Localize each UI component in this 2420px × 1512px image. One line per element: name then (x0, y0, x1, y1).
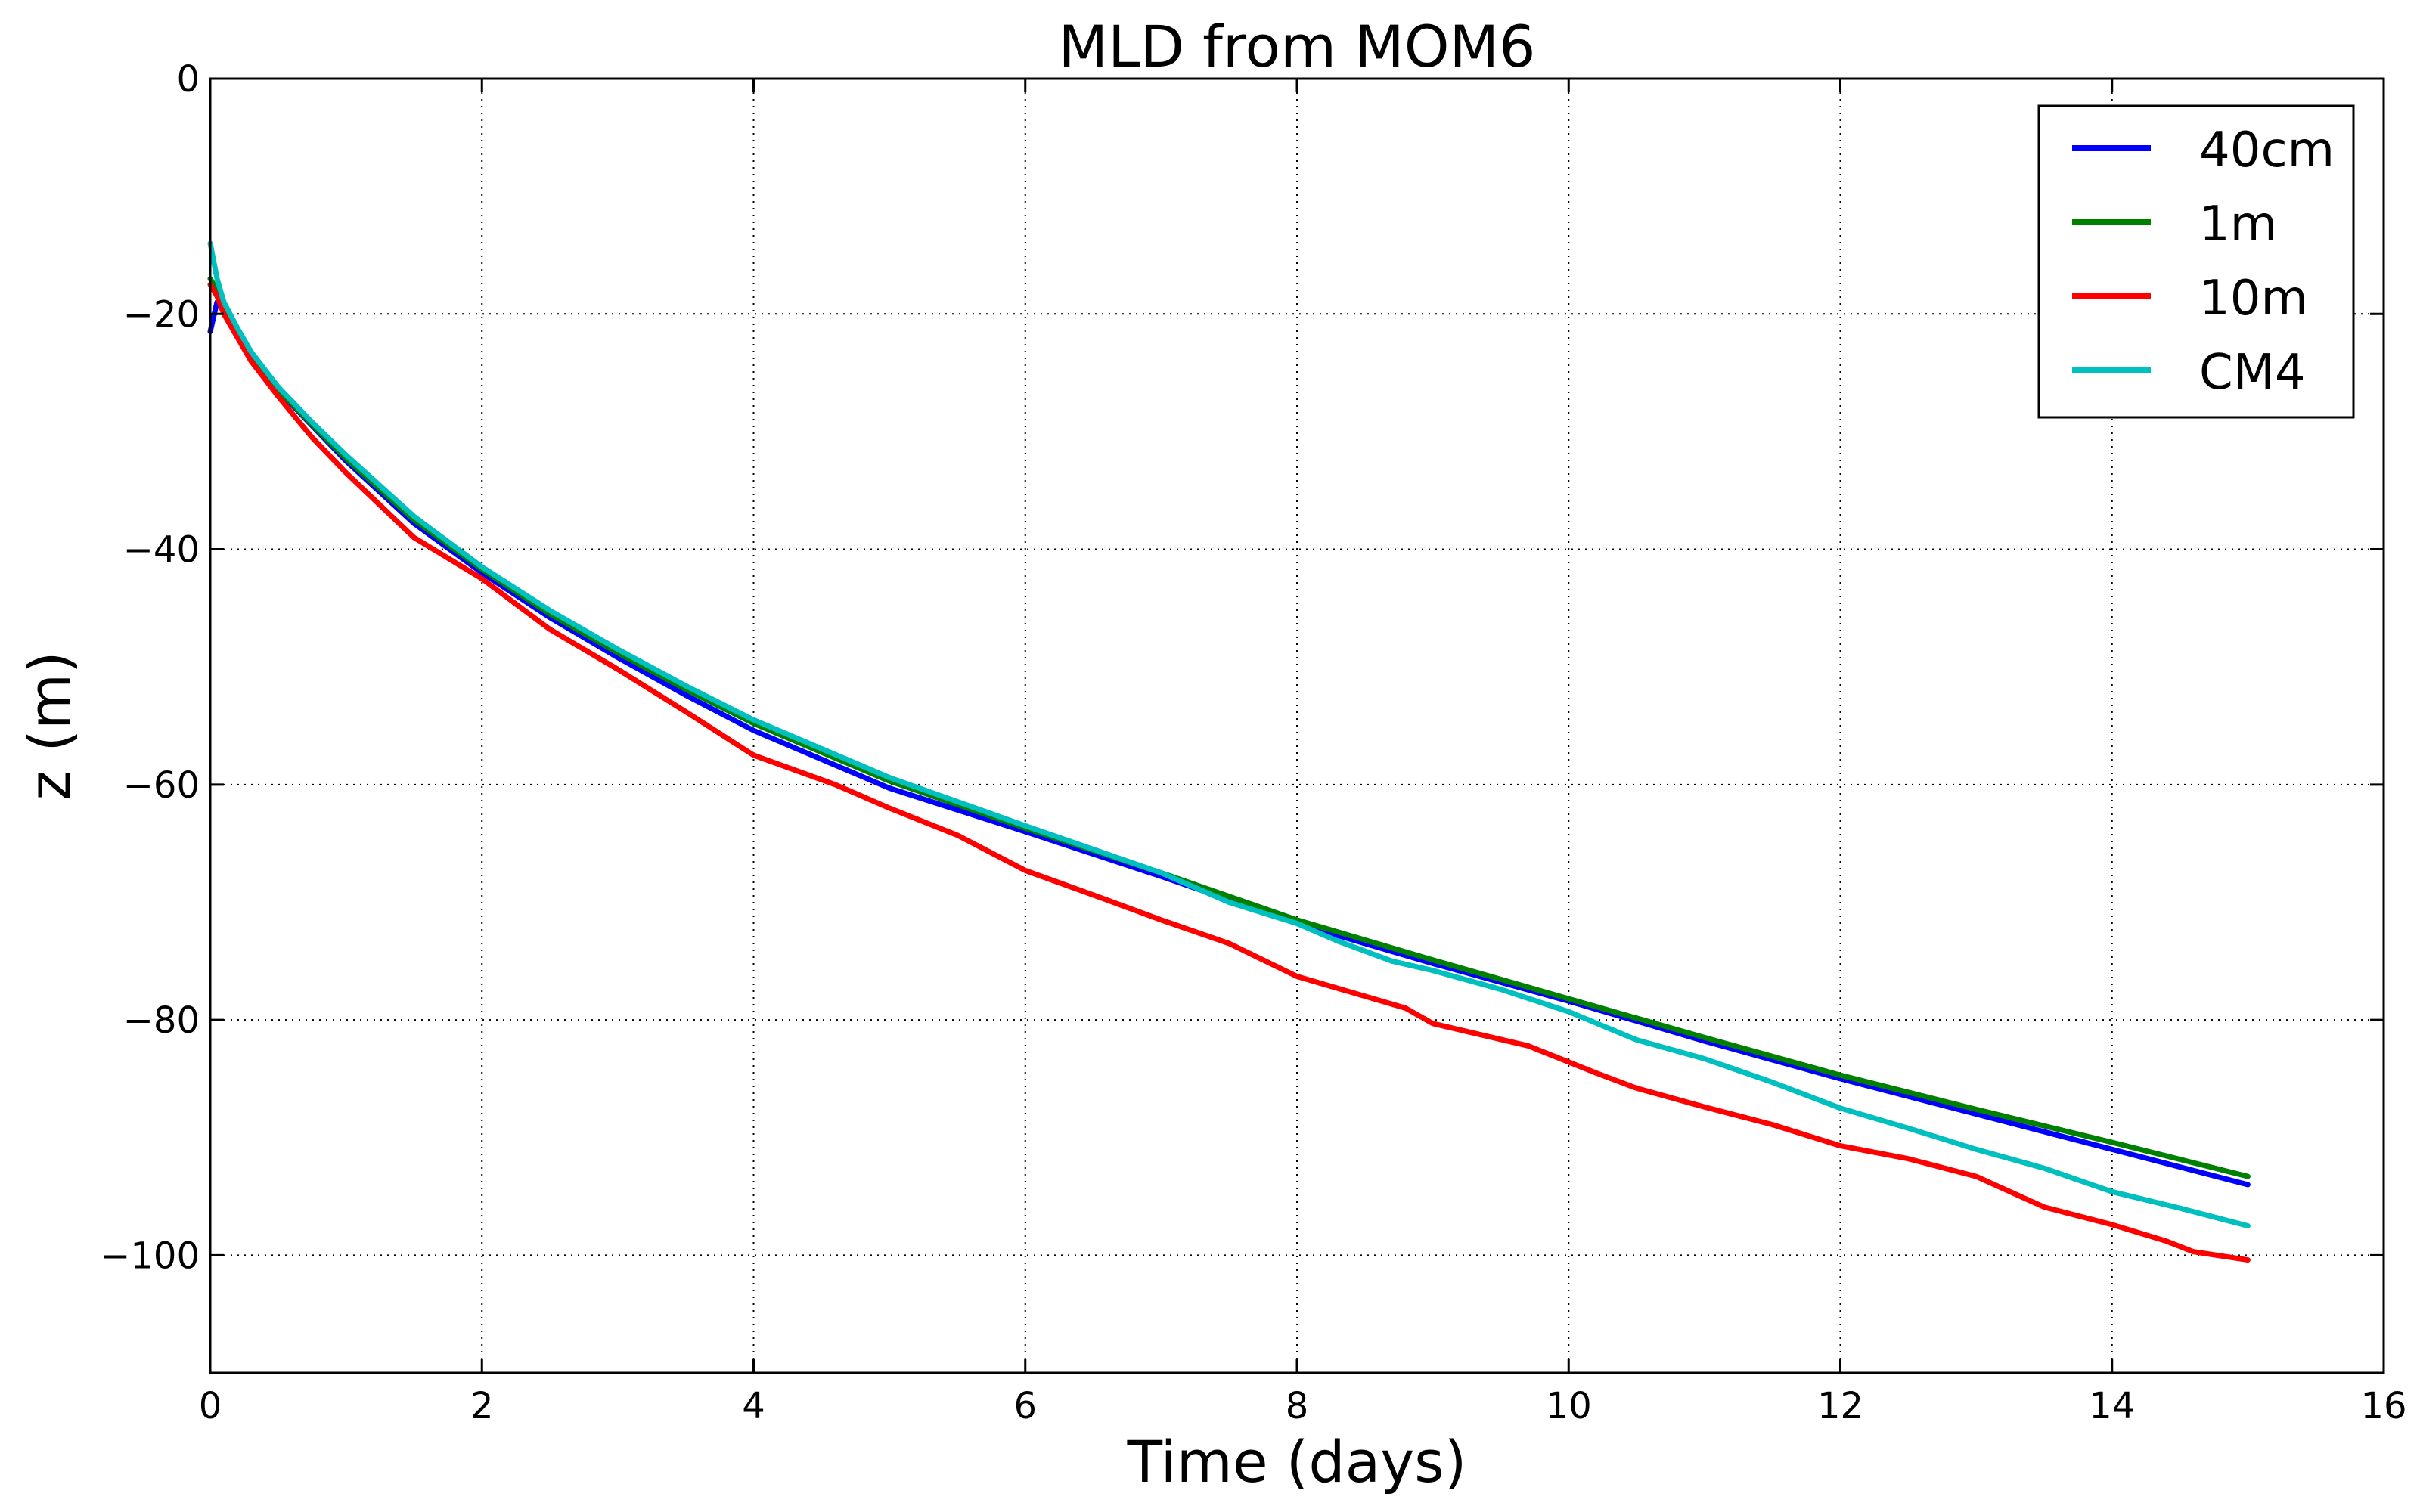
x-tick-label: 6 (1013, 1385, 1037, 1427)
x-tick-label: 10 (1546, 1385, 1592, 1427)
x-tick-label: 0 (199, 1385, 222, 1427)
y-tick-label: −100 (100, 1235, 200, 1277)
axis-ticks (209, 77, 2385, 1373)
y-tick-label: −20 (123, 293, 200, 336)
grid-lines (210, 79, 2384, 1373)
legend-label: CM4 (2199, 345, 2306, 401)
series-line-cm4 (207, 240, 2251, 1228)
y-tick-label: −40 (123, 529, 200, 572)
y-tick-label: 0 (176, 58, 200, 101)
series-line-40cm (207, 299, 2251, 1188)
legend-label: 40cm (2199, 122, 2335, 178)
x-axis-title: Time (days) (1127, 1428, 1467, 1495)
series-line-10m (207, 281, 2251, 1263)
x-tick-labels: 0 2 4 6 8 10 12 14 16 (199, 1385, 2407, 1427)
legend-box (2037, 104, 2355, 419)
y-tick-label: −80 (123, 999, 200, 1042)
legend-label: 1m (2199, 197, 2277, 253)
y-tick-labels: 0 −20 −40 −60 −80 −100 (100, 58, 200, 1277)
x-tick-label: 12 (1817, 1385, 1863, 1427)
series-lines (207, 240, 2251, 1263)
x-tick-label: 8 (1286, 1385, 1309, 1427)
y-axis-title: z (m) (16, 651, 83, 800)
x-tick-label: 16 (2360, 1385, 2406, 1427)
y-tick-label: −60 (123, 764, 200, 807)
series-line-1m (207, 276, 2251, 1179)
legend: 40cm 1m 10m CM4 (2037, 104, 2355, 419)
x-tick-label: 14 (2089, 1385, 2135, 1427)
legend-label: 10m (2199, 271, 2308, 327)
x-tick-label: 4 (742, 1385, 765, 1427)
chart-title: MLD from MOM6 (1059, 13, 1536, 80)
x-tick-label: 2 (470, 1385, 494, 1427)
